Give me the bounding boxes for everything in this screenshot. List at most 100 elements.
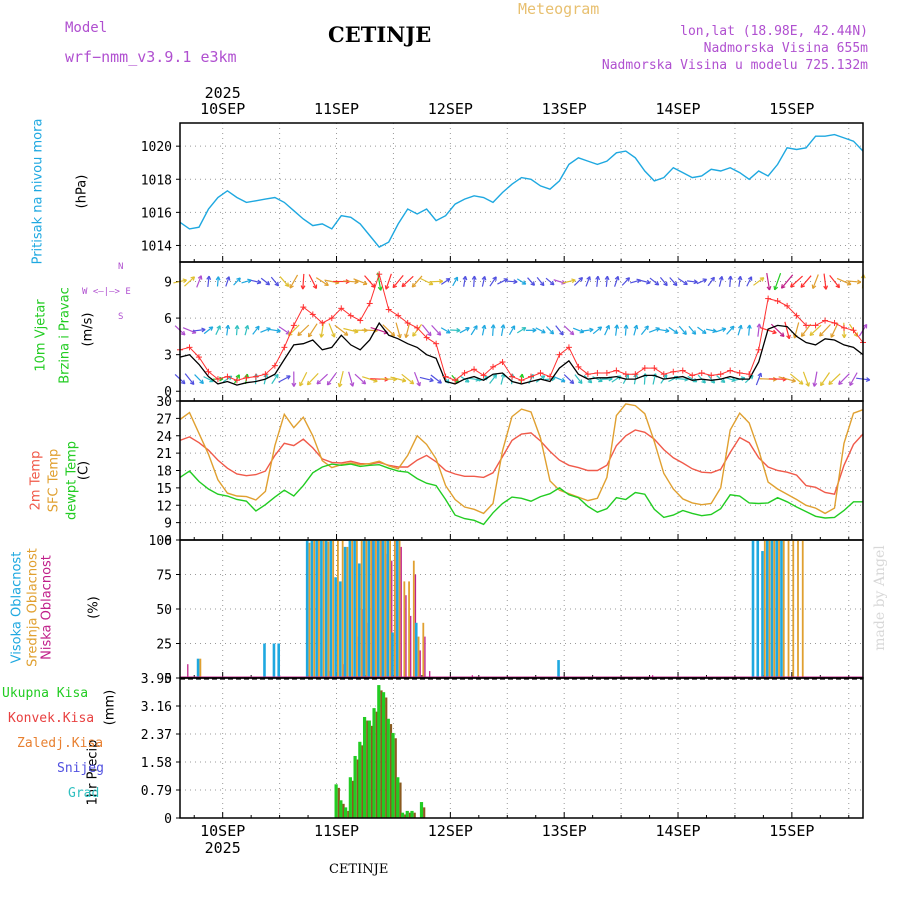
wind-arrow-head: [779, 334, 785, 338]
wind-arrow-head: [772, 332, 777, 335]
wind-arrow: [419, 376, 434, 382]
wind-arrow-head: [257, 326, 260, 331]
wind-arrow: [492, 324, 495, 336]
footer-station: CETINJE: [329, 862, 389, 877]
wind-arrow: [338, 370, 344, 388]
wind-arrow-head: [713, 277, 715, 282]
precip-bar-convective: [366, 720, 369, 818]
y-tick-label: 1020: [141, 140, 172, 155]
station-title: CETINJE: [328, 22, 432, 47]
wind-arrow-head: [571, 279, 576, 284]
wind-arrow-head: [761, 277, 765, 282]
wind-arrow: [705, 328, 717, 332]
wind-arrow-head: [693, 281, 698, 285]
wind-arrow-head: [180, 382, 186, 385]
cloud-bar-mid: [341, 540, 344, 678]
wind-arrow: [489, 374, 497, 384]
wind-arrow: [489, 276, 497, 287]
legend-snow: Snijeg: [57, 761, 104, 776]
wind-arrow: [718, 276, 723, 287]
wind-arrow-head: [800, 332, 803, 337]
wind-arrow-head: [228, 276, 231, 281]
wind-arrow-head: [819, 332, 822, 337]
y-tick-label: 15: [156, 482, 172, 497]
wind-arrow-head: [248, 279, 252, 284]
wind-arrow-head: [513, 281, 518, 285]
cloud-bar-high: [343, 546, 347, 678]
wind-arrow-head: [551, 378, 556, 382]
wind-arrow-head: [343, 334, 348, 336]
panel-cloud: 0 25 50 75 100: [149, 534, 864, 687]
y-tick-label: 3.16: [141, 700, 172, 715]
cloud-bar-low: [187, 664, 189, 678]
cloud-bar-high: [780, 540, 783, 678]
wind-arrow: [481, 325, 486, 336]
wind-arrow-head: [823, 285, 827, 290]
wind-arrow: [184, 276, 195, 287]
cloud-bar-mid: [797, 540, 799, 678]
wind-arrow: [278, 375, 291, 383]
wind-arrow-head: [199, 381, 204, 385]
wind-arrow-head: [189, 382, 195, 386]
wind-arrow-head: [411, 283, 414, 288]
cloud-bar-low: [429, 671, 431, 678]
cloud-bar-high: [770, 540, 774, 678]
top-year-label: 2025: [205, 84, 241, 102]
wind-arrow: [563, 325, 575, 336]
wind-arrow-head: [646, 325, 649, 330]
wind-arrow-head: [401, 380, 407, 383]
top-day-label: 12SEP: [428, 100, 473, 118]
wind-arrow-head: [373, 380, 378, 383]
cloud-bar-mid: [370, 540, 373, 678]
wind-arrow: [592, 376, 603, 382]
panel-frame: [179, 122, 864, 263]
wind-arrow: [830, 322, 839, 338]
wind-arrow: [468, 377, 480, 381]
y-tick-label: 0: [164, 812, 172, 827]
precip-bar-total: [367, 720, 371, 818]
wind-arrow-head: [561, 282, 566, 285]
cloud-bar-mid: [422, 622, 425, 678]
wind-arrow: [385, 273, 392, 290]
cloud-bar-mid: [355, 540, 358, 678]
cloud-bar-high: [310, 540, 314, 678]
wind-arrow: [800, 275, 812, 288]
y-tick-label: 50: [156, 603, 172, 618]
cloud-bar-high: [775, 540, 779, 678]
wind-arrow-head: [521, 373, 525, 379]
cloud-bar-high: [272, 643, 276, 678]
wind-arrow: [226, 325, 229, 336]
wind-arrow: [604, 325, 610, 336]
wind-arrow: [353, 278, 368, 285]
wind-arrow: [364, 275, 376, 288]
wind-arrow-head: [542, 375, 546, 380]
wind-arrow: [516, 278, 527, 285]
wind-arrow-head: [672, 283, 678, 287]
series-sfc-temp: [179, 403, 864, 515]
legend-convective-rain: Konvek.Kisa: [8, 711, 95, 726]
wind-arrow: [621, 277, 630, 286]
wind-arrow: [506, 280, 518, 283]
wind-arrow: [819, 324, 831, 337]
wind-arrow: [746, 276, 753, 287]
cloud-bar-low: [410, 615, 412, 678]
y-tick-label: 2.37: [141, 728, 172, 743]
wind-arrow-head: [276, 330, 281, 334]
precip-bar-total: [348, 777, 352, 818]
wind-arrow: [270, 276, 279, 287]
wind-arrow: [630, 279, 641, 284]
wind-arrow: [450, 329, 461, 332]
wind-arrow-head: [577, 381, 583, 385]
wind-arrow: [688, 325, 697, 335]
y-tick-label: 3.95: [141, 672, 172, 687]
wind-arrow-head: [701, 332, 707, 335]
bottom-day-label: 11SEP: [314, 822, 359, 840]
wind-arrow-head: [703, 278, 708, 283]
compass-n: N: [118, 262, 124, 272]
series-2m-temp: [179, 429, 864, 495]
precip-bar-convective: [361, 745, 364, 818]
wind-arrow-head: [502, 324, 506, 329]
wind-arrow: [726, 325, 735, 335]
precip-bar-total: [400, 812, 405, 818]
